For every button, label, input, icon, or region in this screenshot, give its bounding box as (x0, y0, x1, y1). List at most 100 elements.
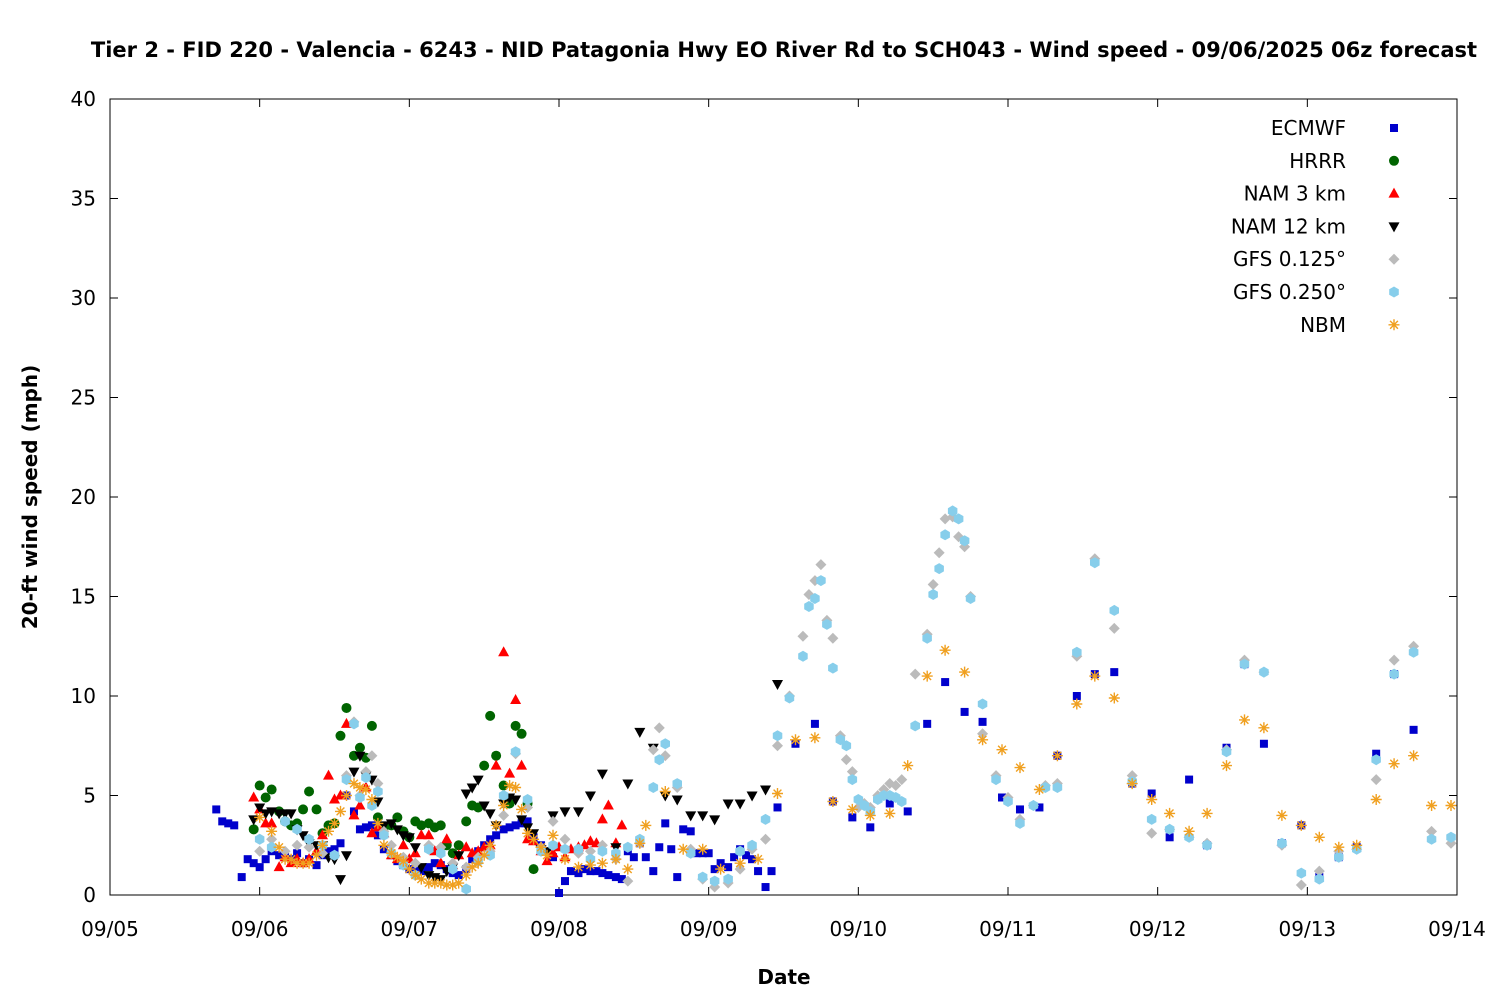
data-point (1015, 817, 1025, 829)
data-point (697, 871, 708, 883)
data-point (847, 774, 858, 786)
data-point (409, 843, 421, 854)
data-point (864, 809, 876, 821)
data-point (885, 799, 894, 808)
data-point (472, 857, 484, 869)
data-point (572, 807, 584, 818)
data-point (848, 813, 857, 822)
data-point (1426, 833, 1437, 845)
data-point (249, 859, 258, 868)
data-point (902, 760, 914, 772)
data-point (622, 863, 634, 875)
data-point (1370, 774, 1382, 786)
data-point (304, 833, 314, 845)
x-tick-label: 09/06 (231, 917, 289, 941)
data-point (323, 825, 334, 837)
data-point (349, 718, 359, 730)
data-point (285, 853, 297, 865)
data-point (797, 630, 809, 642)
data-point (560, 843, 570, 855)
data-point (541, 849, 553, 861)
data-point (275, 851, 284, 860)
data-point (597, 845, 608, 857)
data-point (303, 857, 315, 869)
data-point (254, 780, 265, 791)
data-point (978, 717, 987, 726)
data-point (441, 879, 453, 891)
data-point (280, 815, 290, 827)
data-point (661, 819, 670, 828)
data-point (1052, 782, 1063, 793)
data-point (566, 867, 575, 876)
data-point (1372, 749, 1381, 758)
data-point (441, 833, 453, 844)
x-tick-label: 09/13 (1279, 917, 1337, 941)
data-point (516, 728, 527, 739)
x-axis-label: Date (757, 965, 810, 989)
legend-marker (1388, 222, 1400, 233)
data-point (616, 819, 628, 830)
data-point (1109, 604, 1119, 616)
data-point (435, 820, 446, 831)
x-tick-label: 09/08 (530, 917, 588, 941)
data-point (960, 707, 969, 716)
data-point (1108, 692, 1120, 704)
data-point (415, 873, 427, 885)
data-point (584, 859, 596, 871)
y-tick-label: 40 (71, 87, 96, 111)
data-point (804, 601, 814, 612)
data-point (767, 867, 776, 876)
data-point (548, 839, 558, 851)
data-point (1277, 837, 1287, 849)
data-point (453, 840, 464, 851)
data-point (921, 670, 933, 682)
data-point (747, 839, 757, 851)
data-point (965, 593, 976, 604)
legend: ECMWF HRRR NAM 3 km NAM 12 km GFS 0.125° GFS … (1231, 116, 1400, 337)
data-point (1388, 758, 1400, 770)
data-point (622, 875, 634, 887)
data-point (654, 754, 664, 766)
data-point (1165, 833, 1174, 842)
data-point (617, 875, 626, 884)
data-point (653, 722, 665, 734)
data-point (996, 744, 1008, 756)
data-point (640, 819, 652, 831)
data-point (385, 839, 397, 851)
data-point (890, 780, 902, 792)
legend-label: GFS 0.250° (1233, 280, 1346, 304)
data-point (752, 853, 764, 865)
data-point (998, 793, 1007, 802)
data-point (230, 821, 239, 830)
data-point (1446, 831, 1456, 843)
data-point (1071, 698, 1083, 710)
data-point (273, 841, 285, 853)
data-point (361, 823, 370, 832)
data-point (266, 825, 278, 837)
data-point (940, 529, 950, 541)
data-point (385, 819, 397, 830)
data-point (1351, 839, 1363, 851)
legend-label: HRRR (1289, 149, 1346, 173)
data-point (1333, 841, 1345, 853)
data-point (841, 740, 852, 752)
data-point (598, 869, 607, 878)
data-point (679, 825, 688, 834)
data-point (403, 863, 415, 875)
data-point (715, 863, 727, 875)
legend-label: NAM 3 km (1244, 182, 1346, 206)
data-point (934, 563, 944, 575)
data-point (373, 831, 382, 840)
x-tick-label: 09/12 (1129, 917, 1187, 941)
data-point (1126, 778, 1138, 790)
data-point (827, 796, 839, 807)
data-point (504, 780, 516, 791)
y-tick-label: 25 (71, 386, 96, 410)
data-point (479, 760, 490, 771)
data-point (660, 738, 670, 750)
data-point (510, 746, 521, 758)
data-point (361, 772, 371, 784)
data-point (341, 790, 352, 801)
data-point (472, 775, 484, 786)
data-point (1015, 805, 1024, 814)
